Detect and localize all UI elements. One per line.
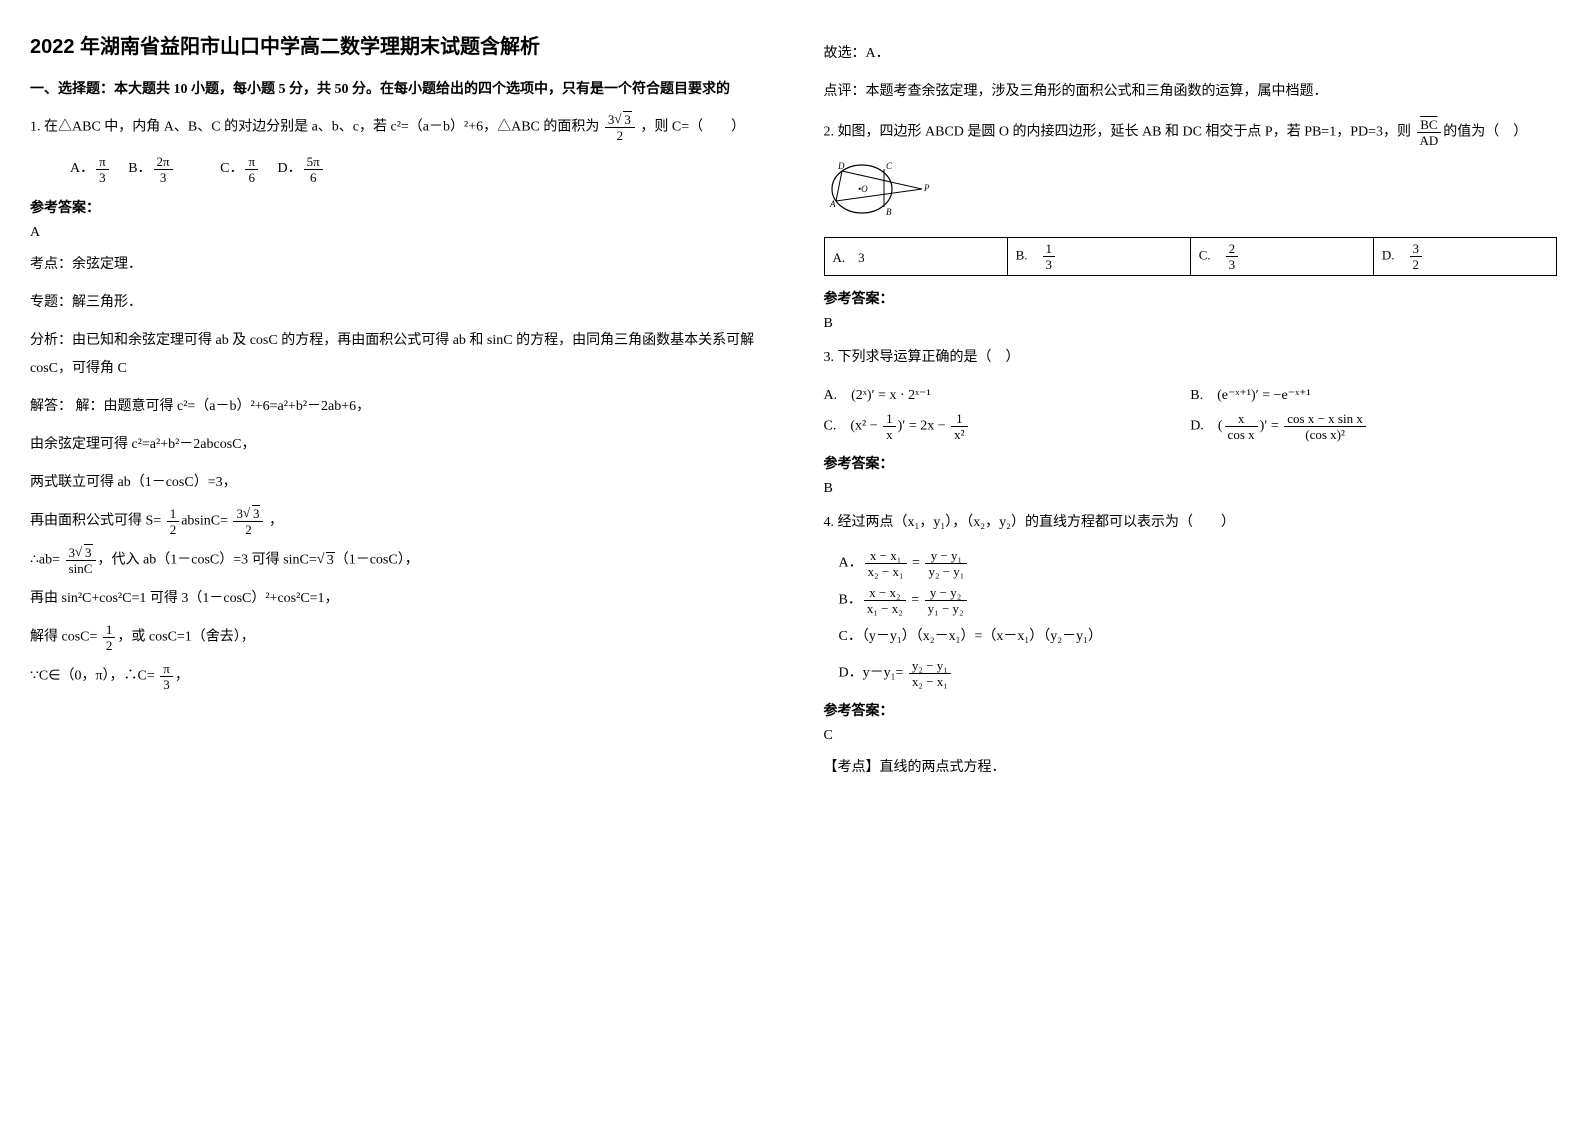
- q1-stem-a: 1. 在△ABC 中，内角 A、B、C 的对边分别是 a、b、c，若 c²=（a…: [30, 120, 603, 135]
- q1-s8: ∵C∈（0，π），∴C= π3，: [30, 662, 764, 691]
- q4-opt-a: A．x − x₁x₂ − x₁ = y − y₁y₂ − y₁: [839, 549, 1558, 578]
- svg-text:A: A: [829, 199, 836, 209]
- q1-options: A．π3 B．2π3 C．π6 D．5π6: [70, 154, 764, 185]
- q1-stem-b: ，则 C=（ ）: [637, 120, 745, 135]
- q1-s5: ∴ab= 33sinC，代入 ab（1－cosC）=3 可得 sinC=3（1－…: [30, 546, 764, 575]
- q2-options: A. 3 B. 13 C. 23 D. 32: [824, 237, 1558, 276]
- q1-answer: A: [30, 225, 764, 241]
- q1-stem: 1. 在△ABC 中，内角 A、B、C 的对边分别是 a、b、c，若 c²=（a…: [30, 113, 764, 142]
- q1-s4: 再由面积公式可得 S= 12absinC= 332 ，: [30, 507, 764, 536]
- q1-s6: 再由 sin²C+cos²C=1 可得 3（1－cosC）²+cos²C=1，: [30, 585, 764, 613]
- q2-stem: 2. 如图，四边形 ABCD 是圆 O 的内接四边形，延长 AB 和 DC 相交…: [824, 118, 1558, 147]
- svg-text:C: C: [886, 161, 893, 171]
- answer-label-3: 参考答案：: [824, 453, 1558, 473]
- q3-opt-d: D. (xcos x)′ = cos x − x sin x(cos x)²: [1190, 412, 1557, 441]
- q1-s3: 两式联立可得 ab（1－cosC）=3，: [30, 469, 764, 497]
- section-1-header: 一、选择题：本大题共 10 小题，每小题 5 分，共 50 分。在每小题给出的四…: [30, 79, 764, 101]
- q2-figure: •O A D B C P: [824, 159, 1558, 229]
- q1-s2: 由余弦定理可得 c²=a²+b²－2abcosC，: [30, 431, 764, 459]
- q1-kaodian: 考点：余弦定理．: [30, 251, 764, 279]
- svg-text:B: B: [886, 207, 892, 217]
- q3-opt-a: A. (2ˣ)′ = x · 2ˣ⁻¹: [824, 384, 1191, 404]
- page-title: 2022 年湖南省益阳市山口中学高二数学理期末试题含解析: [30, 30, 764, 59]
- q3-answer: B: [824, 481, 1558, 497]
- q4-stem: 4. 经过两点（x₁，y₁），（x₂，y₂）的直线方程都可以表示为（ ）: [824, 509, 1558, 537]
- q4-kaodian: 【考点】直线的两点式方程．: [824, 754, 1558, 782]
- q1-s1: 解答： 解：由题意可得 c²=（a－b）²+6=a²+b²－2ab+6，: [30, 393, 764, 421]
- q4-opt-b: B．x − x₂x₁ − x₂ = y − y₂y₁ − y₂: [839, 586, 1558, 615]
- q1-frac: 332: [605, 113, 635, 142]
- q1-zhuanti: 专题：解三角形．: [30, 289, 764, 317]
- q1-fenxi: 分析：由已知和余弦定理可得 ab 及 cosC 的方程，再由面积公式可得 ab …: [30, 327, 764, 383]
- q3-opts-ab: A. (2ˣ)′ = x · 2ˣ⁻¹ B. (e⁻ˣ⁺¹)′ = −e⁻ˣ⁺¹: [824, 384, 1558, 404]
- q4-opt-c: C．（y－y₁）（x₂－x₁）=（x－x₁）（y₂－y₁）: [839, 623, 1558, 651]
- q3-opt-b: B. (e⁻ˣ⁺¹)′ = −e⁻ˣ⁺¹: [1190, 384, 1557, 404]
- answer-label: 参考答案：: [30, 197, 764, 217]
- q4-opt-d: D．y－y₁= y₂ − y₁x₂ − x₁: [839, 659, 1558, 688]
- answer-label-2: 参考答案：: [824, 288, 1558, 308]
- q3-opts-cd: C. (x² − 1x)′ = 2x − 1x² D. (xcos x)′ = …: [824, 412, 1558, 441]
- q3-stem: 3. 下列求导运算正确的是（ ）: [824, 344, 1558, 372]
- q1-s9: 故选：A．: [824, 40, 1558, 68]
- svg-text:P: P: [923, 183, 930, 193]
- svg-text:•O: •O: [858, 184, 868, 194]
- q3-opt-c: C. (x² − 1x)′ = 2x − 1x²: [824, 412, 1191, 441]
- answer-label-4: 参考答案：: [824, 700, 1558, 720]
- q1-s7: 解得 cosC= 12，或 cosC=1（舍去），: [30, 623, 764, 652]
- q2-answer: B: [824, 316, 1558, 332]
- q4-answer: C: [824, 728, 1558, 744]
- svg-text:D: D: [837, 161, 845, 171]
- q1-dianping: 点评：本题考查余弦定理，涉及三角形的面积公式和三角函数的运算，属中档题．: [824, 78, 1558, 106]
